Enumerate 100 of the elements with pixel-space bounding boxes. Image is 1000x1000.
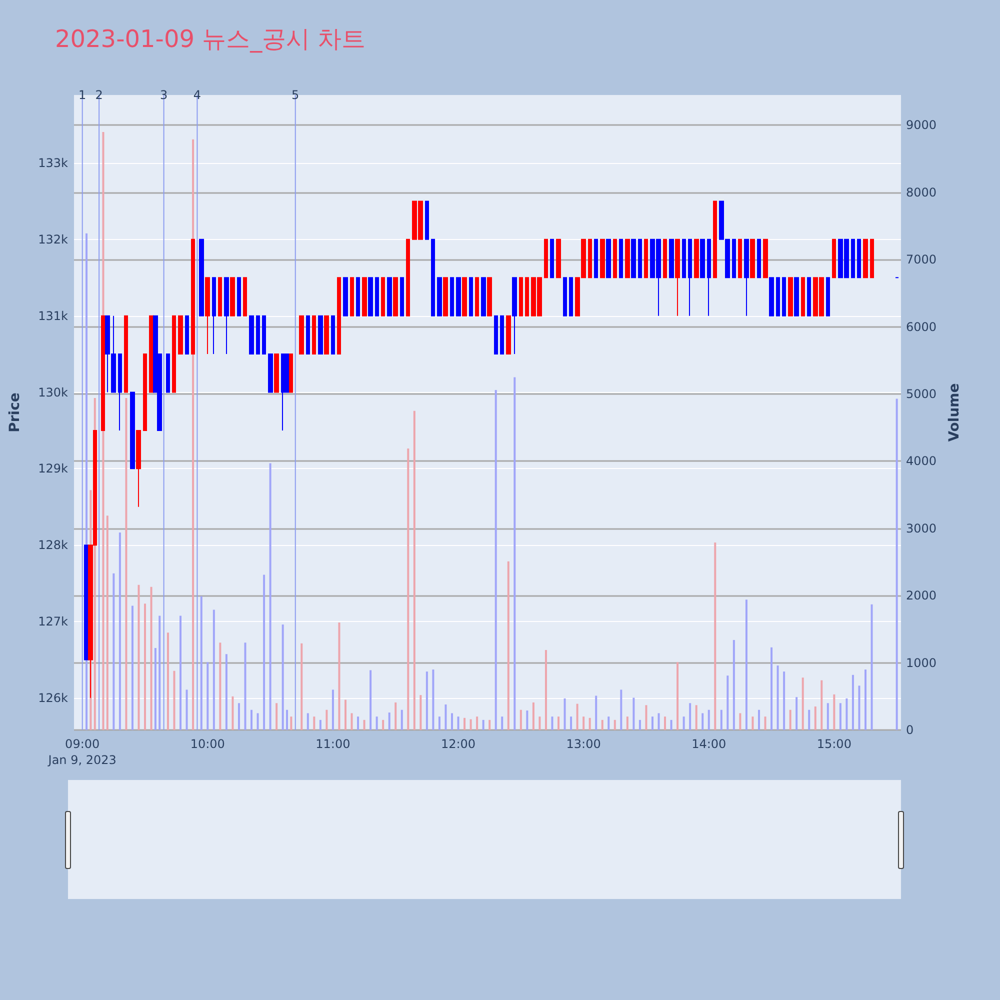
bar (494, 390, 497, 730)
bar (520, 710, 522, 730)
candlestick (619, 238, 623, 278)
candlestick (475, 277, 479, 316)
candlestick (306, 315, 310, 355)
candlestick (870, 238, 874, 278)
candlestick (118, 354, 122, 431)
candlestick (331, 315, 335, 355)
bar (219, 642, 222, 730)
bar (319, 720, 322, 730)
bar (154, 648, 156, 730)
candlestick (863, 238, 868, 278)
bar (200, 596, 202, 730)
bar (544, 650, 547, 730)
bar (789, 710, 792, 730)
bar (125, 398, 128, 730)
candlestick (324, 315, 329, 355)
candlestick (368, 277, 373, 316)
candlestick (289, 354, 293, 393)
candlestick (638, 238, 642, 278)
bar (645, 705, 648, 730)
candlestick (713, 200, 717, 278)
candlestick (707, 238, 711, 316)
bar (570, 716, 572, 730)
bar (232, 696, 234, 730)
candlestick (807, 277, 811, 316)
candlestick (694, 238, 699, 278)
candlestick (857, 238, 861, 278)
bar (846, 698, 848, 730)
bar (444, 704, 447, 730)
candlestick (550, 238, 554, 278)
bar (470, 719, 472, 730)
candlestick (506, 315, 511, 355)
bar (608, 716, 610, 730)
bar (344, 700, 346, 730)
bar (526, 710, 528, 730)
candlestick (450, 277, 454, 316)
bar (802, 678, 804, 730)
bar (682, 716, 685, 730)
bar (426, 672, 428, 730)
bar (118, 532, 121, 730)
bar (588, 718, 591, 730)
bar (839, 703, 842, 730)
y2-axis-title: Volume (946, 383, 962, 442)
candlestick (644, 238, 648, 278)
candlestick (400, 277, 404, 316)
y2-tick-label: 1000 (906, 656, 937, 670)
candlestick (381, 277, 385, 316)
x-tick-label: 11:00 (316, 737, 350, 751)
candlestick (462, 277, 467, 316)
bar (326, 710, 328, 730)
bar (138, 584, 140, 730)
candlestick (794, 277, 799, 316)
bar (250, 710, 253, 730)
candlestick (826, 277, 830, 316)
bar (166, 632, 169, 730)
bar (269, 463, 272, 730)
bar (112, 573, 115, 730)
bar (482, 720, 484, 730)
bar (507, 561, 510, 730)
bar (714, 542, 716, 730)
bar (180, 616, 182, 730)
y-tick-label: 129k (38, 462, 68, 476)
bar (896, 398, 898, 730)
y2-tick-label: 3000 (906, 521, 937, 536)
candlestick (281, 354, 285, 431)
candlestick (268, 354, 273, 393)
candlestick (143, 354, 147, 431)
candlestick (299, 315, 304, 355)
bar (770, 647, 773, 730)
candlestick (199, 238, 204, 316)
bar (212, 610, 215, 730)
bar (290, 716, 292, 730)
bar (833, 694, 836, 730)
candlestick (487, 277, 492, 316)
bar (488, 720, 491, 730)
candlestick (801, 277, 805, 316)
y2-tick-label: 8000 (906, 185, 937, 200)
x-tick-label: 15:00 (816, 737, 852, 751)
bar (808, 710, 810, 730)
bar (664, 716, 666, 730)
candlestick (205, 277, 210, 355)
candlestick (594, 238, 598, 278)
bar (626, 716, 628, 730)
bar (363, 720, 366, 730)
ref-line-label: 4 (193, 88, 202, 102)
bar (776, 665, 779, 730)
bar (370, 670, 372, 730)
y2-tick-label: 2000 (906, 588, 937, 603)
candlestick (738, 238, 742, 278)
candlestick (166, 354, 170, 393)
bar (407, 448, 410, 730)
candlestick (425, 200, 429, 240)
bar (820, 680, 823, 730)
candlestick (688, 238, 692, 316)
bar (282, 624, 284, 730)
bar (432, 670, 434, 730)
candlestick (387, 277, 392, 316)
bar (464, 718, 466, 730)
candlestick (337, 277, 341, 355)
